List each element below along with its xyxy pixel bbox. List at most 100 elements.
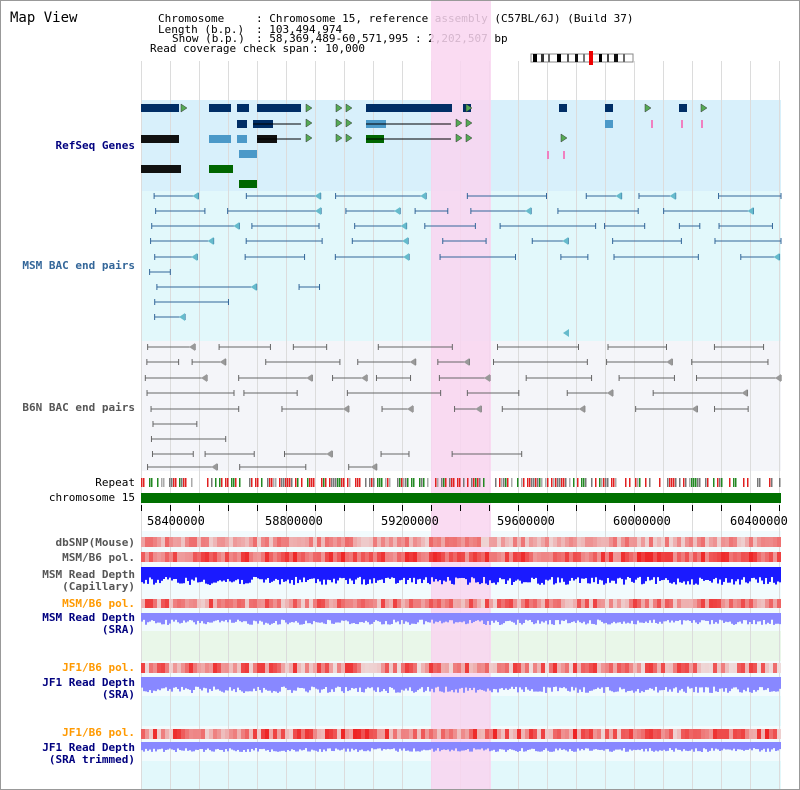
read-depth-bar xyxy=(425,567,427,578)
read-depth-bar xyxy=(307,677,309,693)
polymorphism-cell xyxy=(249,552,253,562)
polymorphism-cell xyxy=(601,552,605,562)
polymorphism-cell xyxy=(505,663,509,673)
polymorphism-cell xyxy=(589,729,593,739)
polymorphism-cell xyxy=(553,729,557,739)
polymorphism-cell xyxy=(237,599,241,608)
repeat-element xyxy=(685,478,687,487)
polymorphism-cell xyxy=(373,663,377,673)
read-depth-bar xyxy=(209,613,211,623)
polymorphism-cell xyxy=(293,599,297,608)
read-depth-bar xyxy=(447,613,449,623)
gene-strand-marker xyxy=(700,103,708,113)
polymorphism-cell xyxy=(641,599,645,608)
gene-strand-marker xyxy=(560,133,568,143)
read-depth-bar xyxy=(597,677,599,688)
read-depth-bar xyxy=(691,742,693,750)
read-depth-bar xyxy=(537,613,539,621)
read-depth-bar xyxy=(265,742,267,751)
chromosome-ideogram xyxy=(530,53,634,63)
read-depth-bar xyxy=(311,613,313,625)
repeat-element xyxy=(523,478,525,487)
read-depth-bar xyxy=(415,677,417,692)
read-depth-bar xyxy=(343,677,345,693)
msm-read-depth-cap-label-1: MSM Read Depth xyxy=(42,568,135,581)
repeat-element xyxy=(675,478,677,487)
read-depth-bar xyxy=(433,742,435,752)
read-depth-bar xyxy=(257,677,259,687)
read-depth-bar xyxy=(587,677,589,693)
polymorphism-cell xyxy=(465,663,469,673)
read-depth-bar xyxy=(545,742,547,749)
read-depth-bar xyxy=(265,567,267,580)
repeat-element xyxy=(255,478,257,487)
refseq-gene xyxy=(239,180,257,188)
read-depth-bar xyxy=(161,613,163,625)
polymorphism-cell xyxy=(753,599,757,608)
msm-bac-arrow xyxy=(250,283,257,291)
read-depth-bar xyxy=(695,567,697,584)
polymorphism-cell xyxy=(177,729,181,739)
repeat-element xyxy=(553,478,555,487)
gene-strand-marker xyxy=(455,118,463,128)
read-depth-bar xyxy=(401,742,403,751)
polymorphism-cell xyxy=(313,599,317,608)
polymorphism-cell xyxy=(157,729,161,739)
polymorphism-cell xyxy=(361,552,365,562)
read-depth-bar xyxy=(621,613,623,624)
b6n-bac-arrow xyxy=(463,358,470,366)
read-depth-bar xyxy=(353,677,355,689)
read-depth-bar xyxy=(329,742,331,749)
read-depth-bar xyxy=(499,677,501,689)
read-depth-bar xyxy=(681,677,683,689)
read-depth-bar xyxy=(285,742,287,752)
read-depth-bar xyxy=(521,613,523,625)
read-depth-bar xyxy=(387,677,389,693)
read-depth-bar xyxy=(757,677,759,691)
read-depth-bar xyxy=(657,677,659,693)
polymorphism-cell xyxy=(149,729,153,739)
read-depth-bar xyxy=(473,567,475,579)
read-depth-bar xyxy=(725,613,727,622)
repeat-element xyxy=(713,478,715,487)
read-depth-bar xyxy=(653,677,655,691)
read-depth-bar xyxy=(189,567,191,585)
polymorphism-cell xyxy=(497,729,501,739)
read-depth-bar xyxy=(335,677,337,688)
read-depth-bar xyxy=(513,677,515,690)
polymorphism-cell xyxy=(529,663,533,673)
repeat-element xyxy=(163,478,165,487)
polymorphism-cell xyxy=(545,729,549,739)
read-depth-bar xyxy=(369,613,371,625)
read-depth-bar xyxy=(243,613,245,622)
polymorphism-cell xyxy=(521,552,525,562)
read-depth-bar xyxy=(645,742,647,749)
read-depth-bar xyxy=(435,567,437,580)
read-depth-bar xyxy=(457,677,459,693)
read-depth-bar xyxy=(211,567,213,584)
read-depth-bar xyxy=(251,742,253,749)
read-depth-bar xyxy=(383,742,385,750)
read-depth-bar xyxy=(451,742,453,750)
polymorphism-cell xyxy=(365,537,369,547)
read-depth-bar xyxy=(623,742,625,749)
ideogram-band xyxy=(557,54,561,62)
polymorphism-cell xyxy=(317,599,321,608)
polymorphism-cell xyxy=(185,537,189,547)
polymorphism-cell xyxy=(329,537,333,547)
read-depth-bar xyxy=(409,742,411,752)
polymorphism-cell xyxy=(697,537,701,547)
read-depth-bar xyxy=(255,567,257,578)
read-depth-bar xyxy=(391,677,393,688)
read-depth-bar xyxy=(775,567,777,585)
polymorphism-cell xyxy=(345,729,349,739)
read-depth-bar xyxy=(591,613,593,624)
read-depth-bar xyxy=(611,613,613,624)
read-depth-bar xyxy=(511,567,513,585)
read-depth-bar xyxy=(497,677,499,693)
read-depth-bar xyxy=(365,613,367,621)
read-depth-bar xyxy=(607,613,609,625)
polymorphism-cell xyxy=(737,729,741,739)
polymorphism-cell xyxy=(241,729,245,739)
